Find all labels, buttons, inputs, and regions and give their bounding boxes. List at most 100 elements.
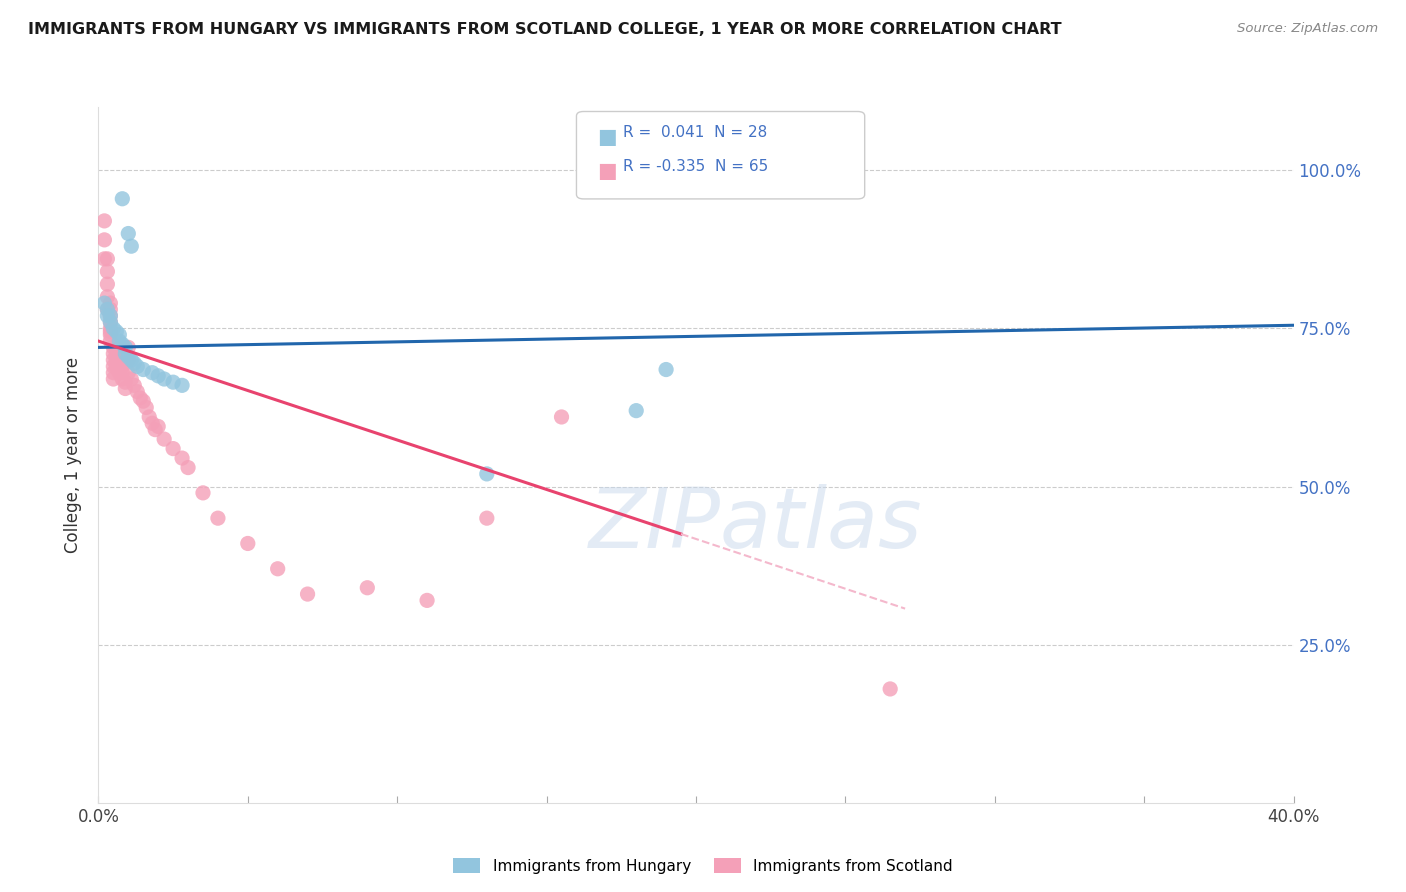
- Point: [105, 359, 128, 374]
- Point: [114, 347, 136, 361]
- Point: [105, 353, 128, 368]
- Point: [103, 359, 125, 374]
- Point: [111, 340, 134, 354]
- Point: [626, 403, 648, 417]
- Point: [153, 372, 176, 386]
- Point: [111, 366, 134, 380]
- Point: [111, 372, 134, 386]
- Point: [108, 366, 131, 380]
- Point: [550, 409, 572, 424]
- Point: [108, 353, 131, 368]
- Point: [96, 264, 118, 278]
- Point: [96, 302, 118, 317]
- Point: [103, 340, 125, 354]
- Point: [103, 372, 125, 386]
- Text: ■: ■: [598, 161, 617, 180]
- Point: [129, 391, 152, 405]
- Text: R = -0.335  N = 65: R = -0.335 N = 65: [623, 159, 768, 174]
- Point: [114, 382, 136, 396]
- Point: [117, 350, 139, 364]
- Point: [111, 359, 134, 374]
- Point: [105, 325, 128, 339]
- Point: [100, 315, 122, 329]
- Point: [172, 378, 194, 392]
- Point: [103, 347, 125, 361]
- Point: [117, 227, 139, 241]
- Point: [93, 214, 115, 228]
- Legend: Immigrants from Hungary, Immigrants from Scotland: Immigrants from Hungary, Immigrants from…: [447, 852, 959, 880]
- Point: [103, 353, 125, 368]
- Point: [153, 432, 176, 446]
- Point: [127, 359, 149, 374]
- Point: [236, 536, 259, 550]
- Point: [655, 362, 678, 376]
- Point: [96, 309, 118, 323]
- Point: [100, 296, 122, 310]
- Point: [96, 252, 118, 266]
- Point: [100, 309, 122, 323]
- Point: [111, 337, 134, 351]
- Point: [100, 334, 122, 348]
- Point: [111, 192, 134, 206]
- Point: [117, 353, 139, 368]
- Point: [141, 417, 163, 431]
- Point: [93, 252, 115, 266]
- Point: [93, 233, 115, 247]
- Text: Source: ZipAtlas.com: Source: ZipAtlas.com: [1237, 22, 1378, 36]
- Point: [100, 309, 122, 323]
- Point: [117, 366, 139, 380]
- Text: ■: ■: [598, 127, 617, 146]
- Point: [135, 401, 157, 415]
- Point: [103, 321, 125, 335]
- Text: R =  0.041  N = 28: R = 0.041 N = 28: [623, 125, 768, 140]
- Point: [138, 409, 160, 424]
- Point: [879, 681, 901, 696]
- Point: [416, 593, 439, 607]
- Point: [148, 419, 170, 434]
- Point: [124, 356, 146, 370]
- Point: [177, 460, 200, 475]
- Point: [127, 384, 149, 399]
- Point: [132, 394, 155, 409]
- Point: [475, 467, 498, 481]
- Point: [117, 340, 139, 354]
- Point: [120, 372, 142, 386]
- Y-axis label: College, 1 year or more: College, 1 year or more: [65, 357, 83, 553]
- Point: [124, 378, 146, 392]
- Point: [191, 486, 214, 500]
- Point: [111, 347, 134, 361]
- Point: [475, 511, 498, 525]
- Point: [108, 334, 131, 348]
- Point: [162, 375, 184, 389]
- Point: [172, 451, 194, 466]
- Point: [108, 343, 131, 358]
- Point: [141, 366, 163, 380]
- Point: [143, 423, 166, 437]
- Point: [103, 366, 125, 380]
- Point: [105, 340, 128, 354]
- Point: [162, 442, 184, 456]
- Point: [267, 562, 290, 576]
- Point: [100, 321, 122, 335]
- Point: [356, 581, 378, 595]
- Point: [96, 277, 118, 292]
- Point: [93, 296, 115, 310]
- Point: [100, 325, 122, 339]
- Text: ZIPatlas: ZIPatlas: [589, 484, 922, 565]
- Point: [111, 353, 134, 368]
- Point: [207, 511, 229, 525]
- Point: [114, 340, 136, 354]
- Point: [96, 302, 118, 317]
- Point: [108, 359, 131, 374]
- Point: [100, 327, 122, 342]
- Point: [120, 239, 142, 253]
- Point: [120, 353, 142, 368]
- Point: [96, 290, 118, 304]
- Point: [132, 362, 155, 376]
- Point: [100, 315, 122, 329]
- Point: [108, 327, 131, 342]
- Point: [105, 347, 128, 361]
- Text: IMMIGRANTS FROM HUNGARY VS IMMIGRANTS FROM SCOTLAND COLLEGE, 1 YEAR OR MORE CORR: IMMIGRANTS FROM HUNGARY VS IMMIGRANTS FR…: [28, 22, 1062, 37]
- Point: [148, 368, 170, 383]
- Point: [297, 587, 319, 601]
